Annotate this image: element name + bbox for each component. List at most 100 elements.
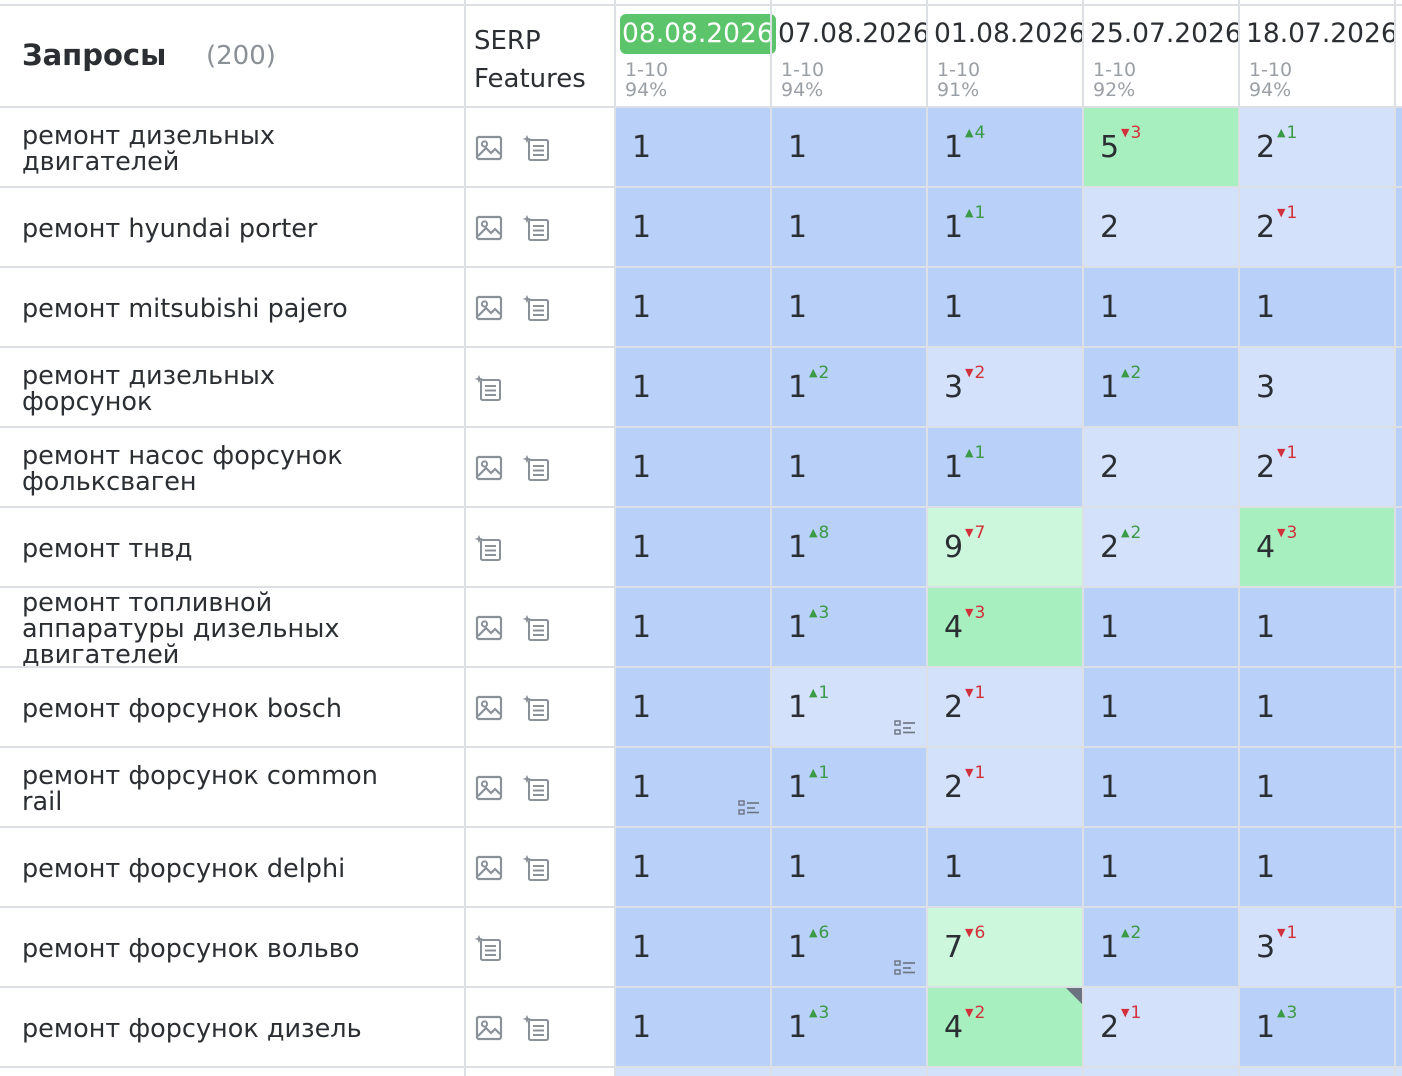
position-cell[interactable]: 1 [616, 988, 770, 1066]
keyword-cell[interactable]: ремонт дизельных форсунок [22, 363, 452, 415]
featured-snippet-icon[interactable] [474, 933, 504, 963]
position-cell[interactable]: 1 ▲1 [772, 668, 926, 746]
position-cell[interactable]: 1 [1240, 828, 1394, 906]
position-cell[interactable]: 1 [1240, 268, 1394, 346]
image-icon[interactable] [474, 133, 504, 163]
position-cell[interactable]: 4 ▼3 [928, 588, 1082, 666]
keyword-cell[interactable]: ремонт тнвд [22, 536, 452, 562]
position-cell[interactable]: 1 [772, 108, 926, 186]
featured-snippet-icon[interactable] [522, 293, 552, 323]
position-cell[interactable]: 4 ▼2 [928, 988, 1082, 1066]
position-cell[interactable]: 1 ▲1 [928, 428, 1082, 506]
position-cell[interactable]: 2 ▼1 [1084, 988, 1238, 1066]
position-cell[interactable]: 2 ▼1 [928, 668, 1082, 746]
position-cell[interactable]: 1 [616, 588, 770, 666]
position-cell[interactable]: 1 ▲3 [772, 988, 926, 1066]
keyword-cell[interactable]: ремонт форсунок bosch [22, 696, 452, 722]
keyword-cell[interactable]: ремонт форсунок common rail [22, 763, 452, 815]
position-cell[interactable]: 1 [616, 428, 770, 506]
featured-snippet-icon[interactable] [522, 453, 552, 483]
position-cell[interactable]: 1 [616, 668, 770, 746]
position-cell[interactable]: 1 [1084, 668, 1238, 746]
position-cell[interactable]: 1 [1240, 748, 1394, 826]
image-icon[interactable] [474, 453, 504, 483]
position-cell[interactable]: 2 ▲1 [1240, 108, 1394, 186]
position-cell[interactable]: 2 ▲2 [1084, 508, 1238, 586]
position-cell[interactable]: 2 ▼1 [928, 748, 1082, 826]
position-cell[interactable]: 7 ▼6 [928, 908, 1082, 986]
position-cell[interactable]: 3 [1240, 348, 1394, 426]
position-cell[interactable]: 9 ▼7 [928, 508, 1082, 586]
position-cell[interactable]: 1 [928, 828, 1082, 906]
position-cell[interactable]: 1 [1084, 828, 1238, 906]
position-cell[interactable]: 2 [1084, 188, 1238, 266]
position-cell[interactable]: 1 [1240, 668, 1394, 746]
position-cell[interactable]: 3 ▼2 [928, 348, 1082, 426]
featured-snippet-icon[interactable] [474, 533, 504, 563]
position-cell[interactable]: 1 ▲2 [1084, 348, 1238, 426]
position-cell[interactable]: 2 ▼1 [1240, 188, 1394, 266]
position-cell[interactable]: 1 ▲4 [928, 108, 1082, 186]
featured-snippet-icon[interactable] [522, 773, 552, 803]
position-cell[interactable]: 1 ▲8 [772, 508, 926, 586]
position-cell[interactable]: 1 ▲3 [1240, 988, 1394, 1066]
keyword-cell[interactable]: ремонт форсунок delphi [22, 856, 452, 882]
position-cell[interactable]: 1 [616, 108, 770, 186]
position-cell[interactable]: 1 [1240, 588, 1394, 666]
featured-snippet-icon[interactable] [474, 373, 504, 403]
position-cell[interactable]: 2 ▼1 [1240, 428, 1394, 506]
serp-features-header[interactable]: SERP Features [466, 0, 614, 106]
position-cell[interactable]: 1 [616, 188, 770, 266]
position-cell[interactable]: 1 [616, 828, 770, 906]
keyword-cell[interactable]: ремонт форсунок дизель [22, 1016, 452, 1042]
featured-snippet-icon[interactable] [522, 1013, 552, 1043]
position-cell[interactable]: 1 [1084, 588, 1238, 666]
image-icon[interactable] [474, 1013, 504, 1043]
date-column-header[interactable]: 01.08.2026 1-10 91% [928, 0, 1086, 106]
image-icon[interactable] [474, 693, 504, 723]
position-cell[interactable]: 1 [1084, 748, 1238, 826]
date-column-header[interactable]: 18.07.2026 1-10 94% [1240, 0, 1398, 106]
position-cell[interactable]: 3 ▼1 [1240, 908, 1394, 986]
serp-list-icon[interactable] [738, 800, 760, 816]
position-cell[interactable]: 4 ▼3 [1240, 508, 1394, 586]
serp-list-icon[interactable] [894, 960, 916, 976]
position-cell[interactable]: 1 [772, 428, 926, 506]
position-cell[interactable]: 2 [1084, 428, 1238, 506]
keyword-cell[interactable]: ремонт форсунок вольво [22, 936, 452, 962]
featured-snippet-icon[interactable] [522, 853, 552, 883]
position-cell[interactable]: 1 [772, 268, 926, 346]
position-cell[interactable]: 5 ▼3 [1084, 108, 1238, 186]
position-cell[interactable]: 1 [616, 908, 770, 986]
position-cell[interactable]: 1 ▲6 [772, 908, 926, 986]
featured-snippet-icon[interactable] [522, 133, 552, 163]
position-cell[interactable]: 1 ▲2 [1084, 908, 1238, 986]
position-cell[interactable]: 1 [772, 188, 926, 266]
queries-header[interactable]: Запросы (200) [0, 0, 464, 106]
position-cell[interactable]: 1 [616, 508, 770, 586]
image-icon[interactable] [474, 853, 504, 883]
position-cell[interactable]: 1 [772, 828, 926, 906]
position-cell[interactable]: 1 ▲1 [772, 748, 926, 826]
position-cell[interactable]: 1 [616, 268, 770, 346]
image-icon[interactable] [474, 613, 504, 643]
image-icon[interactable] [474, 213, 504, 243]
keyword-cell[interactable]: ремонт насос форсунок фольксваген [22, 443, 452, 495]
date-column-header[interactable]: 07.08.2026 1-10 94% [772, 0, 930, 106]
position-cell[interactable]: 1 [616, 348, 770, 426]
keyword-cell[interactable]: ремонт mitsubishi pajero [22, 296, 452, 322]
featured-snippet-icon[interactable] [522, 213, 552, 243]
position-cell[interactable]: 1 ▲3 [772, 588, 926, 666]
position-cell[interactable]: 1 ▲2 [772, 348, 926, 426]
image-icon[interactable] [474, 293, 504, 323]
keyword-cell[interactable]: ремонт hyundai porter [22, 216, 452, 242]
position-cell[interactable]: 1 [1084, 268, 1238, 346]
serp-list-icon[interactable] [894, 720, 916, 736]
image-icon[interactable] [474, 773, 504, 803]
keyword-cell[interactable]: ремонт топливной аппаратуры дизельных двиг… [22, 590, 452, 668]
keyword-cell[interactable]: ремонт дизельных двигателей [22, 123, 452, 175]
position-cell[interactable]: 1 [928, 268, 1082, 346]
date-column-header[interactable]: 25.07.2026 1-10 92% [1084, 0, 1242, 106]
featured-snippet-icon[interactable] [522, 613, 552, 643]
position-cell[interactable]: 1 [616, 748, 770, 826]
